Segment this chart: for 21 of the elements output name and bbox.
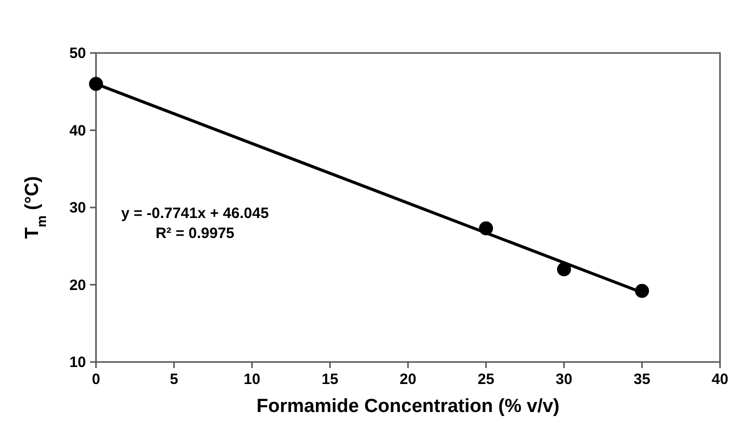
x-tick-label: 10 [244, 371, 260, 388]
x-tick-label: 25 [478, 371, 494, 388]
y-tick-label: 30 [69, 200, 86, 216]
x-tick-label: 30 [556, 371, 572, 388]
annotation: R² = 0.9975 [156, 225, 234, 242]
x-axis-title: Formamide Concentration (% v/v) [256, 396, 560, 417]
y-tick-label: 20 [69, 276, 86, 294]
y-tick-label: 50 [69, 45, 86, 62]
y-tick-label: 40 [69, 122, 86, 140]
x-tick-label: 40 [712, 371, 728, 388]
x-tick-label: 0 [92, 371, 100, 388]
point [89, 76, 103, 91]
annotation: y = -0.7741x + 46.045 [121, 205, 269, 222]
x-tick-label: 15 [322, 371, 338, 388]
x-tick-label: 5 [170, 371, 178, 388]
point [479, 221, 493, 236]
x-tick-label: 20 [400, 371, 416, 388]
x-tick-label: 35 [634, 371, 650, 388]
y-tick-label: 10 [69, 354, 86, 371]
point [635, 284, 649, 298]
point [557, 262, 571, 276]
